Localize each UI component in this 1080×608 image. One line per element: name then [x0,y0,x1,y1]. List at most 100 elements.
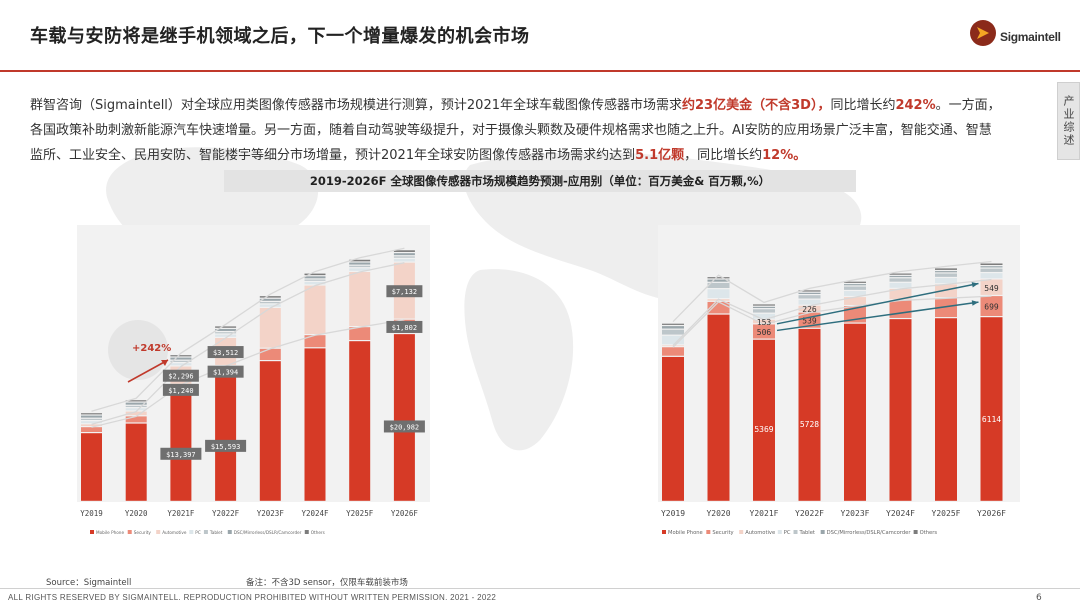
legend-item-pc: PC [777,530,791,536]
growth-annotation-text: +242% [132,343,171,354]
bar-security-y2019 [81,427,102,432]
bar-pc-y2025f [935,278,957,284]
x-tick-label: Y2022F [212,509,240,518]
value-label-text: $1,240 [168,387,193,395]
bar-pc-y2024f [304,282,326,285]
bar-security-y2025f [935,298,957,318]
x-tick-label: Y2023F [841,509,870,518]
value-label-text: 506 [757,328,772,337]
bar-pc-y2021f [753,313,775,319]
volume-stacked-bar-chart: Y2019 Y2020 Y2021F Y2022F Y2023F Y2024F Y2025F… [658,225,1020,536]
growth-arrow-icon [127,359,169,383]
bar-dsc-mirrorless-dslr-camcorder-y2022f [215,328,237,331]
legend-label: Others [311,530,325,535]
x-tick-label: Y2026F [977,509,1006,518]
legend-item-pc: PC [189,530,201,535]
value-label-automotive-y2022f: $3,512 [207,346,244,359]
bar-others-y2025f [349,259,371,262]
value-label-text: 549 [984,284,999,293]
growth-annotation: +242% [108,320,171,383]
automotive-trend-arrow-icon-head-icon [971,282,979,288]
header-divider [0,70,1080,72]
bar-automotive-y2024f [304,285,326,334]
intro-highlight-growth-12: 12%。 [762,148,807,163]
legend-item-automotive: Automotive [156,530,187,535]
value-label-text: $7,132 [392,288,417,296]
bar-dsc-mirrorless-dslr-camcorder-y2023f [259,298,281,301]
bar-tablet-y2024f [304,279,326,281]
bar-mobile-phone-y2019 [81,433,102,501]
side-section-tab[interactable]: 产业综述 [1057,82,1080,160]
bar-tablet-y2019 [81,418,102,420]
value-label-mobile-phone-y2026f: $20,982 [383,420,425,433]
bar-others-y2020 [125,400,147,402]
bar-mobile-phone-y2023f [844,323,866,501]
legend-item-others: Others [304,530,325,535]
bar-tablet-y2021f [753,309,775,313]
chart-legend: Mobile Phone Security Automotive PC Tablet DS… [662,530,937,536]
bar-others-y2020 [707,277,730,279]
bar-mobile-phone-y2022f [215,377,237,501]
legend-label: Automotive [162,530,187,535]
footnote: 备注：不含3D sensor，仅限车载前装市场 [246,578,408,588]
value-label-box [205,439,247,452]
x-tick-label: Y2020 [125,509,148,518]
legend-swatch [777,530,782,534]
legend-swatch [203,530,208,534]
x-tick-label: Y2019 [80,509,103,518]
bar-pc-y2019 [81,421,102,424]
legend-item-security: Security [706,530,734,536]
page-number: 6 [1036,593,1042,603]
bar-pc-y2022f [215,334,237,337]
bar-tablet-y2023f [844,286,866,290]
value-label-mobile-phone-y2021f: $13,397 [160,447,202,460]
bar-dsc-mirrorless-dslr-camcorder-y2021f [753,306,775,309]
page-title: 车载与安防将是继手机领域之后，下一个增量爆发的机会市场 [30,26,530,47]
x-tick-label: Y2023F [257,509,285,518]
bar-tablet-y2020 [125,405,147,408]
security-trend-arrow-icon [776,301,979,332]
security-trend-arrow-icon-head-icon [971,300,979,306]
intro-text-3: 。一方面，各国政策补助刺激新能源汽车快速增量。另一方面，随着自动驾驶等级提升，对… [30,98,1001,163]
bar-dsc-mirrorless-dslr-camcorder-y2020 [125,402,147,405]
value-label-box [207,346,244,359]
legend-swatch [304,530,309,534]
bar-security-y2020 [125,416,147,423]
value-label-text: $13,397 [166,451,196,459]
bar-dsc-mirrorless-dslr-camcorder-y2021f [170,357,192,360]
bar-dsc-mirrorless-dslr-camcorder-y2023f [844,284,866,286]
legend-swatch [90,530,94,534]
bar-pc-y2026f [393,258,415,262]
bar-mobile-phone-y2021f [753,339,775,501]
bar-mobile-phone-y2020 [707,314,730,501]
intro-highlight-security-volume: 5.1亿颗 [635,148,685,163]
bar-automotive-y2019 [662,345,684,347]
bar-others-y2019 [81,413,102,415]
value-label-mobile-phone-y2022f: 5728 [800,420,819,429]
value-label-text: 699 [984,303,999,312]
x-tick-label: Y2021F [167,509,195,518]
bar-security-y2019 [662,347,684,356]
revenue-stacked-bar-chart: Y2019 Y2020 Y2021F Y2022F Y2023F Y2024F Y2025F… [77,225,430,535]
bar-mobile-phone-y2024f [889,319,912,501]
value-label-box [207,365,244,378]
value-label-text: $1,394 [213,369,238,377]
legend-swatch [662,530,666,534]
legend-swatch [227,530,232,534]
bar-tablet-y2025f [935,273,957,277]
value-label-text: 5369 [754,425,773,434]
bar-pc-y2022f [798,299,821,305]
value-label-security-y2022f: 539 [802,317,817,326]
bar-pc-y2025f [349,268,371,271]
legend-label: DSC/Mirrorless/DSLR/Camcorder [234,530,302,535]
bar-automotive-y2024f [889,288,912,300]
footer-divider [0,588,1080,589]
bar-dsc-mirrorless-dslr-camcorder-y2025f [349,262,371,265]
bar-others-y2023f [259,296,281,298]
value-label-box [162,383,199,396]
value-label-box [383,420,425,433]
value-label-box [386,320,423,333]
total-trend-line [91,247,405,412]
bar-dsc-mirrorless-dslr-camcorder-y2024f [304,276,326,279]
bar-tablet-y2022f [798,295,821,299]
